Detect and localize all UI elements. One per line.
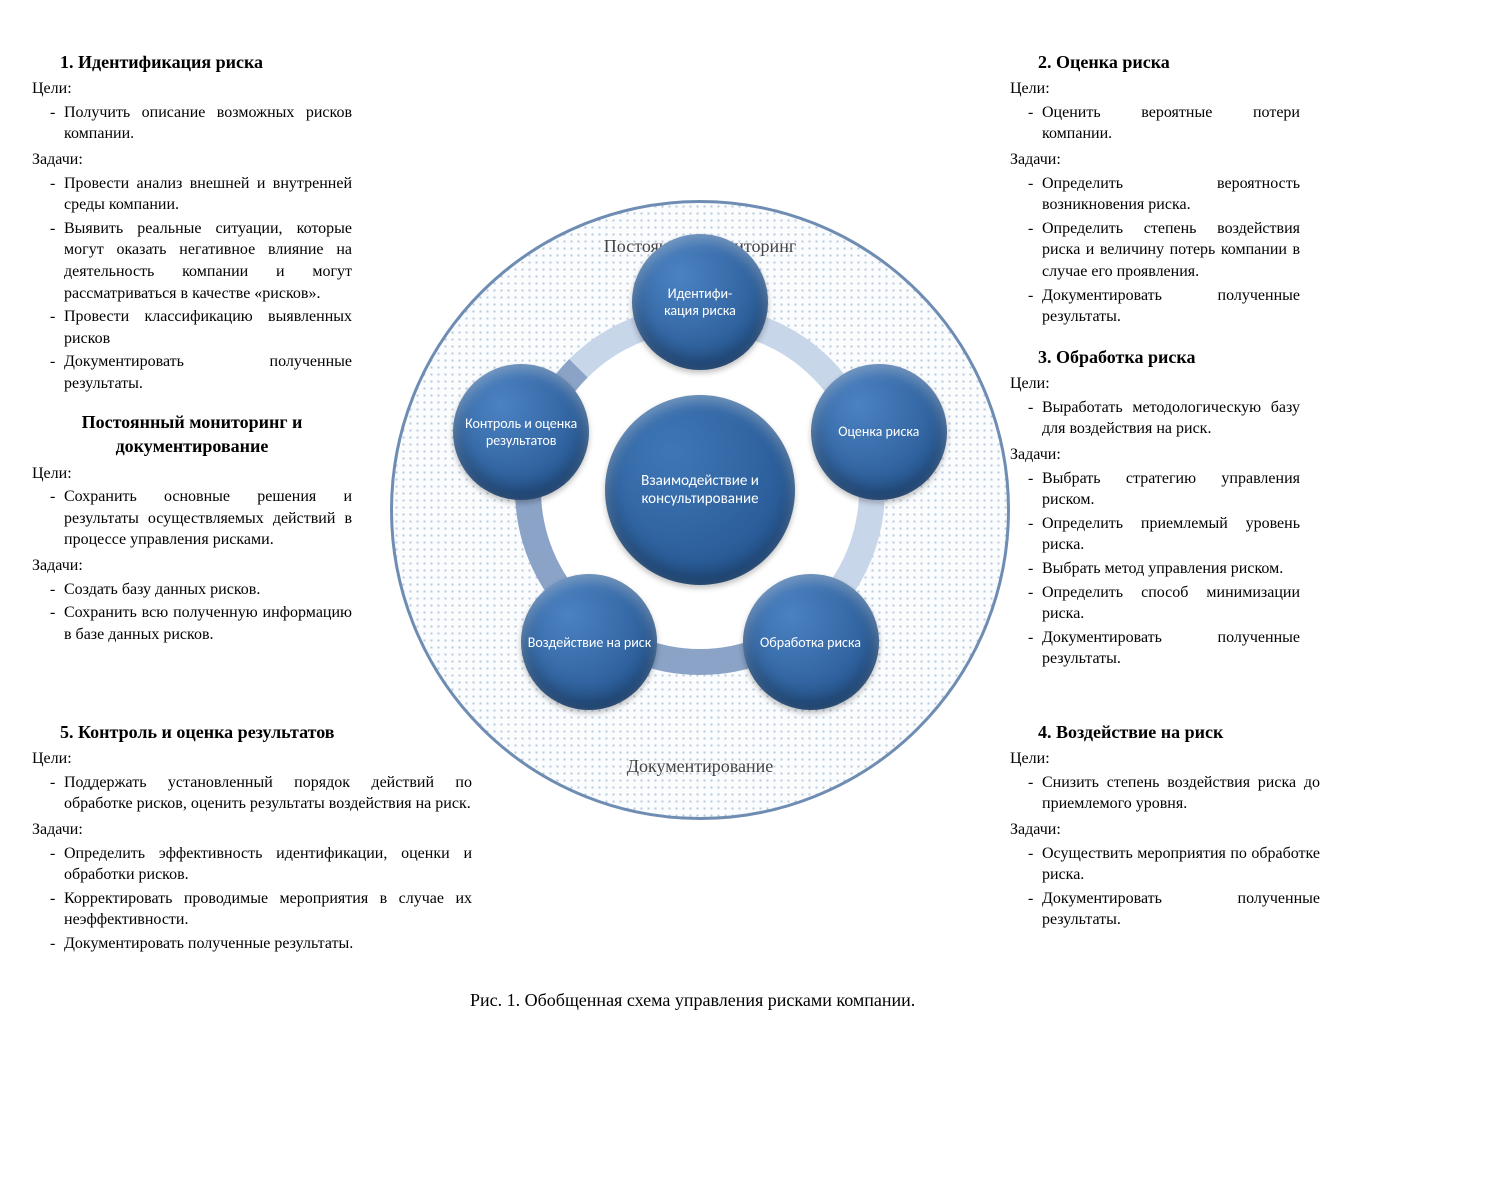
tasks-label: Задачи: xyxy=(32,555,352,577)
block-3: 3. Обработка риска Цели:Выработать методо… xyxy=(1010,345,1300,672)
cycle-node-label: Воздействие на риск xyxy=(522,628,657,657)
goals-list: Оценить вероятные потери компании. xyxy=(1010,102,1300,145)
figure-caption: Рис. 1. Обобщенная схема управления риск… xyxy=(470,990,915,1011)
cycle-node-label: Идентифи-кация риска xyxy=(658,279,742,325)
list-item: Сохранить всю полученную информацию в ба… xyxy=(50,602,352,645)
tasks-label: Задачи: xyxy=(1010,819,1320,841)
cycle-node-label: Обработка риска xyxy=(754,628,867,657)
tasks-list: Выбрать стратегию управления риском.Опре… xyxy=(1010,468,1300,670)
tasks-list: Провести анализ внешней и внутренней сре… xyxy=(32,173,352,395)
ring-label-bottom: Документирование xyxy=(550,756,850,777)
block-2: 2. Оценка риска Цели:Оценить вероятные по… xyxy=(1010,50,1300,330)
list-item: Документировать полученные результаты. xyxy=(1028,285,1300,328)
block-title: 1. Идентификация риска xyxy=(32,50,352,74)
goals-label: Цели: xyxy=(32,78,352,100)
list-item: Провести классификацию выявленных рисков xyxy=(50,306,352,349)
block-1: 1. Идентификация риска Цели:Получить опис… xyxy=(32,50,352,397)
tasks-label: Задачи: xyxy=(1010,149,1300,171)
tasks-list: Осуществить мероприятия по обработке рис… xyxy=(1010,843,1320,931)
list-item: Определить степень воздействия риска и в… xyxy=(1028,218,1300,283)
block-4: 4. Воздействие на риск Цели:Снизить степе… xyxy=(1010,720,1320,933)
cycle-node: Обработка риска xyxy=(743,574,879,710)
list-item: Документировать полученные результаты. xyxy=(1028,888,1320,931)
list-item: Сохранить основные решения и результаты … xyxy=(50,486,352,551)
list-item: Определить способ минимизации риска. xyxy=(1028,582,1300,625)
list-item: Снизить степень воздействия риска до при… xyxy=(1028,772,1320,815)
block-title: 4. Воздействие на риск xyxy=(1010,720,1320,744)
tasks-list: Создать базу данных рисков.Сохранить всю… xyxy=(32,579,352,646)
cycle-node-label: Контроль и оценка результатов xyxy=(453,409,589,455)
list-item: Провести анализ внешней и внутренней сре… xyxy=(50,173,352,216)
tasks-list: Определить вероятность возникновения рис… xyxy=(1010,173,1300,328)
block-monitoring: Постоянный мониторинг и документирование… xyxy=(32,410,352,647)
list-item: Определить приемлемый уровень риска. xyxy=(1028,513,1300,556)
block-title: Постоянный мониторинг и документирование xyxy=(32,410,352,459)
goals-label: Цели: xyxy=(1010,78,1300,100)
goals-label: Цели: xyxy=(1010,748,1320,770)
list-item: Выбрать метод управления риском. xyxy=(1028,558,1300,580)
goals-label: Цели: xyxy=(1010,373,1300,395)
list-item: Выбрать стратегию управления риском. xyxy=(1028,468,1300,511)
goals-label: Цели: xyxy=(32,463,352,485)
cycle-node: Идентифи-кация риска xyxy=(632,234,768,370)
cycle-node: Оценка риска xyxy=(811,364,947,500)
list-item: Документировать полученные результаты. xyxy=(50,351,352,394)
cycle-node: Воздействие на риск xyxy=(521,574,657,710)
list-item: Оценить вероятные потери компании. xyxy=(1028,102,1300,145)
tasks-label: Задачи: xyxy=(1010,444,1300,466)
risk-cycle-diagram: Постоянный мониторинг Документирование В… xyxy=(390,40,1010,940)
list-item: Получить описание возможных рисков компа… xyxy=(50,102,352,145)
goals-list: Сохранить основные решения и результаты … xyxy=(32,486,352,551)
goals-list: Выработать методологическую базу для воз… xyxy=(1010,397,1300,440)
cycle-node-label: Оценка риска xyxy=(832,417,925,446)
list-item: Выработать методологическую базу для воз… xyxy=(1028,397,1300,440)
center-node: Взаимодействие и консультирование xyxy=(605,395,795,585)
cycle-node: Контроль и оценка результатов xyxy=(453,364,589,500)
goals-list: Снизить степень воздействия риска до при… xyxy=(1010,772,1320,815)
tasks-label: Задачи: xyxy=(32,149,352,171)
block-title: 2. Оценка риска xyxy=(1010,50,1300,74)
list-item: Выявить реальные ситуации, которые могут… xyxy=(50,218,352,304)
list-item: Документировать полученные результаты. xyxy=(1028,627,1300,670)
goals-list: Получить описание возможных рисков компа… xyxy=(32,102,352,145)
block-title: 3. Обработка риска xyxy=(1010,345,1300,369)
list-item: Создать базу данных рисков. xyxy=(50,579,352,601)
center-node-label: Взаимодействие и консультирование xyxy=(605,466,795,514)
list-item: Определить вероятность возникновения рис… xyxy=(1028,173,1300,216)
list-item: Осуществить мероприятия по обработке рис… xyxy=(1028,843,1320,886)
